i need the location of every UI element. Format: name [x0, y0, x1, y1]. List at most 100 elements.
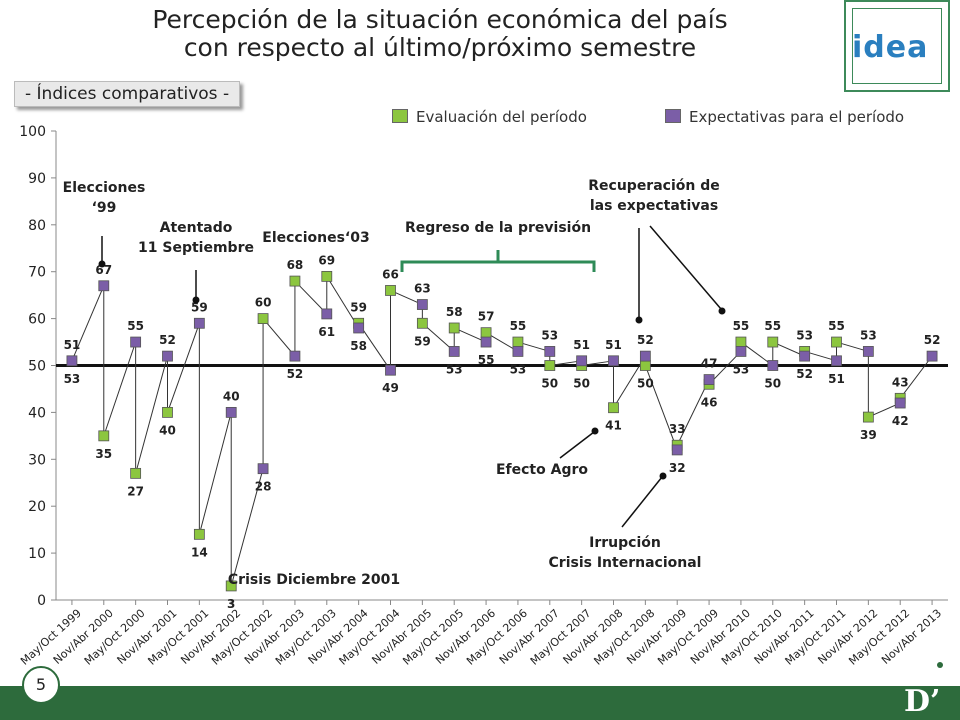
marker-expectativas [926, 350, 938, 362]
data-label: 40 [223, 389, 240, 403]
brand-dot [937, 662, 943, 668]
marker-expectativas [225, 406, 237, 418]
marker-expectativas [544, 346, 556, 357]
data-label: 53 [733, 362, 750, 376]
data-label: 53 [796, 328, 813, 342]
annotation-label: Regreso de la previsión [405, 220, 591, 236]
subtitle-label: - Índices comparativos - [14, 81, 241, 107]
data-label: 51 [573, 338, 590, 352]
marker-evaluacion [385, 285, 396, 296]
data-label: 55 [478, 353, 495, 367]
marker-expectativas [321, 308, 333, 320]
data-label: 66 [382, 267, 399, 281]
marker-expectativas [130, 336, 142, 348]
connector-line [167, 323, 200, 413]
data-label: 35 [95, 447, 112, 461]
marker-expectativas [703, 374, 715, 385]
annotation-leader-line [649, 225, 722, 310]
y-tick-label: 10 [28, 546, 46, 562]
data-label: 50 [541, 377, 558, 391]
connector-line [644, 365, 678, 451]
marker-expectativas [162, 350, 173, 362]
data-label: 40 [159, 423, 176, 437]
y-tick-label: 60 [28, 312, 46, 328]
data-label: 53 [510, 362, 527, 376]
annotation-dot [98, 260, 106, 268]
annotation-leader-line [559, 431, 595, 459]
marker-evaluacion [862, 411, 874, 423]
marker-evaluacion [257, 313, 269, 325]
data-label: 52 [287, 367, 304, 381]
annotation-label: Irrupción [589, 535, 661, 551]
data-label: 3 [227, 597, 235, 611]
bracket-regreso-prevision [400, 250, 596, 272]
annotation-label: las expectativas [590, 198, 718, 214]
marker-evaluacion [289, 275, 301, 287]
annotation-label: Efecto Agro [496, 462, 588, 478]
marker-expectativas [639, 350, 651, 362]
page-title: Percepción de la situación económica del… [40, 6, 840, 62]
data-label: 55 [733, 319, 750, 333]
annotation-label: 11 Septiembre [138, 240, 254, 256]
data-label: 59 [191, 300, 208, 314]
data-label: 41 [605, 419, 622, 433]
data-label: 51 [828, 372, 845, 386]
data-label: 60 [255, 296, 272, 310]
data-label: 59 [350, 300, 367, 314]
connector-line [198, 412, 232, 535]
data-label: 58 [446, 305, 463, 319]
data-label: 49 [382, 381, 399, 395]
marker-evaluacion [544, 360, 556, 371]
logo-text: idea [852, 30, 929, 65]
annotation-dot [635, 316, 643, 324]
annotation-dot [192, 296, 200, 304]
data-label: 69 [318, 253, 335, 267]
data-label: 32 [669, 461, 686, 475]
brand-mark: D’ [904, 684, 941, 719]
page-number: 5 [22, 666, 60, 704]
data-label: 52 [924, 333, 941, 347]
data-label: 68 [287, 258, 304, 272]
data-label: 63 [414, 282, 431, 296]
data-label: 42 [892, 414, 909, 428]
marker-expectativas [767, 360, 779, 371]
marker-evaluacion [608, 402, 619, 414]
footer-bar [0, 686, 960, 720]
marker-expectativas [416, 299, 428, 310]
data-label: 43 [892, 375, 909, 389]
data-label: 28 [255, 480, 272, 494]
marker-expectativas [831, 355, 842, 367]
legend-item-expectativas: Expectativas para el período [665, 108, 904, 126]
data-label: 46 [701, 395, 718, 409]
data-label: 39 [860, 428, 877, 442]
legend-swatch-expectativas [665, 109, 681, 123]
annotation-label: ‘99 [92, 200, 117, 216]
data-label: 52 [159, 333, 176, 347]
data-label: 51 [605, 338, 622, 352]
data-label: 50 [573, 377, 590, 391]
marker-evaluacion [512, 336, 524, 348]
data-label: 50 [764, 377, 781, 391]
idea-logo: idea [844, 0, 950, 92]
marker-evaluacion [448, 322, 460, 334]
connector-line [899, 355, 933, 399]
annotation-dot [718, 307, 726, 315]
marker-evaluacion [225, 580, 237, 592]
annotation-dot [659, 472, 667, 480]
data-label: 50 [637, 377, 654, 391]
marker-evaluacion [831, 336, 842, 348]
annotation-label: Elecciones [63, 180, 146, 196]
title-line-2: con respecto al último/próximo semestre [183, 33, 697, 62]
y-tick-label: 20 [28, 499, 46, 515]
marker-expectativas [480, 336, 492, 348]
data-label: 33 [669, 422, 686, 436]
marker-expectativas [608, 355, 619, 367]
marker-evaluacion [321, 270, 333, 282]
marker-evaluacion [767, 336, 779, 348]
y-tick-label: 70 [28, 265, 46, 281]
marker-expectativas [671, 444, 683, 456]
y-tick-label: 80 [28, 218, 46, 234]
data-label: 55 [127, 319, 144, 333]
data-label: 61 [318, 325, 335, 339]
y-tick-label: 100 [19, 124, 46, 140]
